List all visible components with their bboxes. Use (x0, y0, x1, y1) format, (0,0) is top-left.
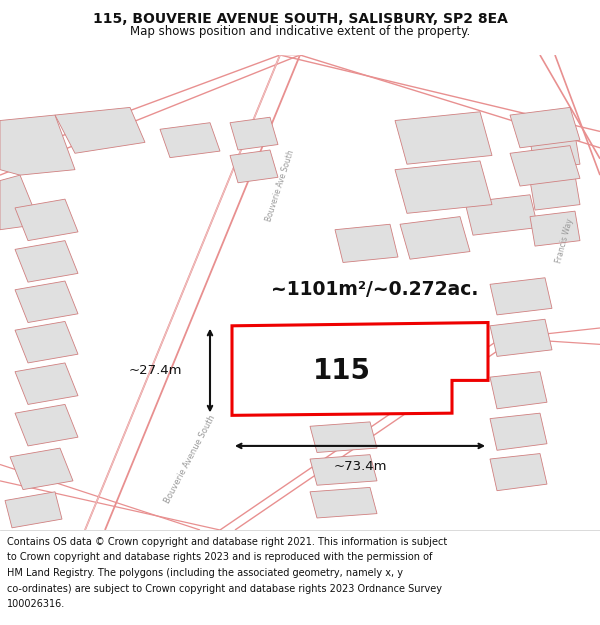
Polygon shape (55, 107, 145, 153)
Polygon shape (530, 135, 580, 169)
Polygon shape (490, 278, 552, 315)
Text: ~27.4m: ~27.4m (128, 364, 182, 377)
Text: 115: 115 (313, 357, 371, 384)
Text: Bouverie Avenue South: Bouverie Avenue South (163, 413, 217, 505)
Polygon shape (490, 413, 547, 450)
Polygon shape (232, 322, 488, 416)
Polygon shape (0, 175, 40, 230)
Polygon shape (15, 241, 78, 282)
Polygon shape (490, 372, 547, 409)
Polygon shape (490, 319, 552, 356)
Text: 100026316.: 100026316. (7, 599, 65, 609)
Polygon shape (230, 150, 278, 182)
Polygon shape (510, 107, 580, 148)
Text: 115, BOUVERIE AVENUE SOUTH, SALISBURY, SP2 8EA: 115, BOUVERIE AVENUE SOUTH, SALISBURY, S… (92, 12, 508, 26)
Polygon shape (15, 363, 78, 404)
Text: HM Land Registry. The polygons (including the associated geometry, namely x, y: HM Land Registry. The polygons (includin… (7, 568, 403, 578)
Polygon shape (160, 122, 220, 158)
Polygon shape (395, 161, 492, 213)
Polygon shape (510, 146, 580, 186)
Text: Contains OS data © Crown copyright and database right 2021. This information is : Contains OS data © Crown copyright and d… (7, 537, 448, 547)
Text: ~1101m²/~0.272ac.: ~1101m²/~0.272ac. (271, 280, 479, 299)
Text: Francis Way: Francis Way (555, 217, 575, 264)
Polygon shape (0, 115, 75, 175)
Polygon shape (10, 448, 73, 489)
Polygon shape (530, 211, 580, 246)
Polygon shape (230, 118, 278, 150)
Text: co-ordinates) are subject to Crown copyright and database rights 2023 Ordnance S: co-ordinates) are subject to Crown copyr… (7, 584, 442, 594)
Polygon shape (530, 175, 580, 210)
Polygon shape (395, 112, 492, 164)
Polygon shape (310, 454, 377, 485)
Polygon shape (490, 454, 547, 491)
Polygon shape (5, 492, 62, 528)
Text: Map shows position and indicative extent of the property.: Map shows position and indicative extent… (130, 26, 470, 39)
Polygon shape (335, 224, 398, 262)
Polygon shape (310, 422, 377, 452)
Polygon shape (400, 217, 470, 259)
Polygon shape (15, 321, 78, 363)
Polygon shape (310, 488, 377, 518)
Polygon shape (465, 195, 538, 235)
Text: Bouverie Ave South: Bouverie Ave South (264, 149, 296, 223)
Text: to Crown copyright and database rights 2023 and is reproduced with the permissio: to Crown copyright and database rights 2… (7, 552, 433, 562)
Text: ~73.4m: ~73.4m (333, 460, 387, 473)
Polygon shape (15, 404, 78, 446)
Polygon shape (15, 281, 78, 322)
Polygon shape (15, 199, 78, 241)
